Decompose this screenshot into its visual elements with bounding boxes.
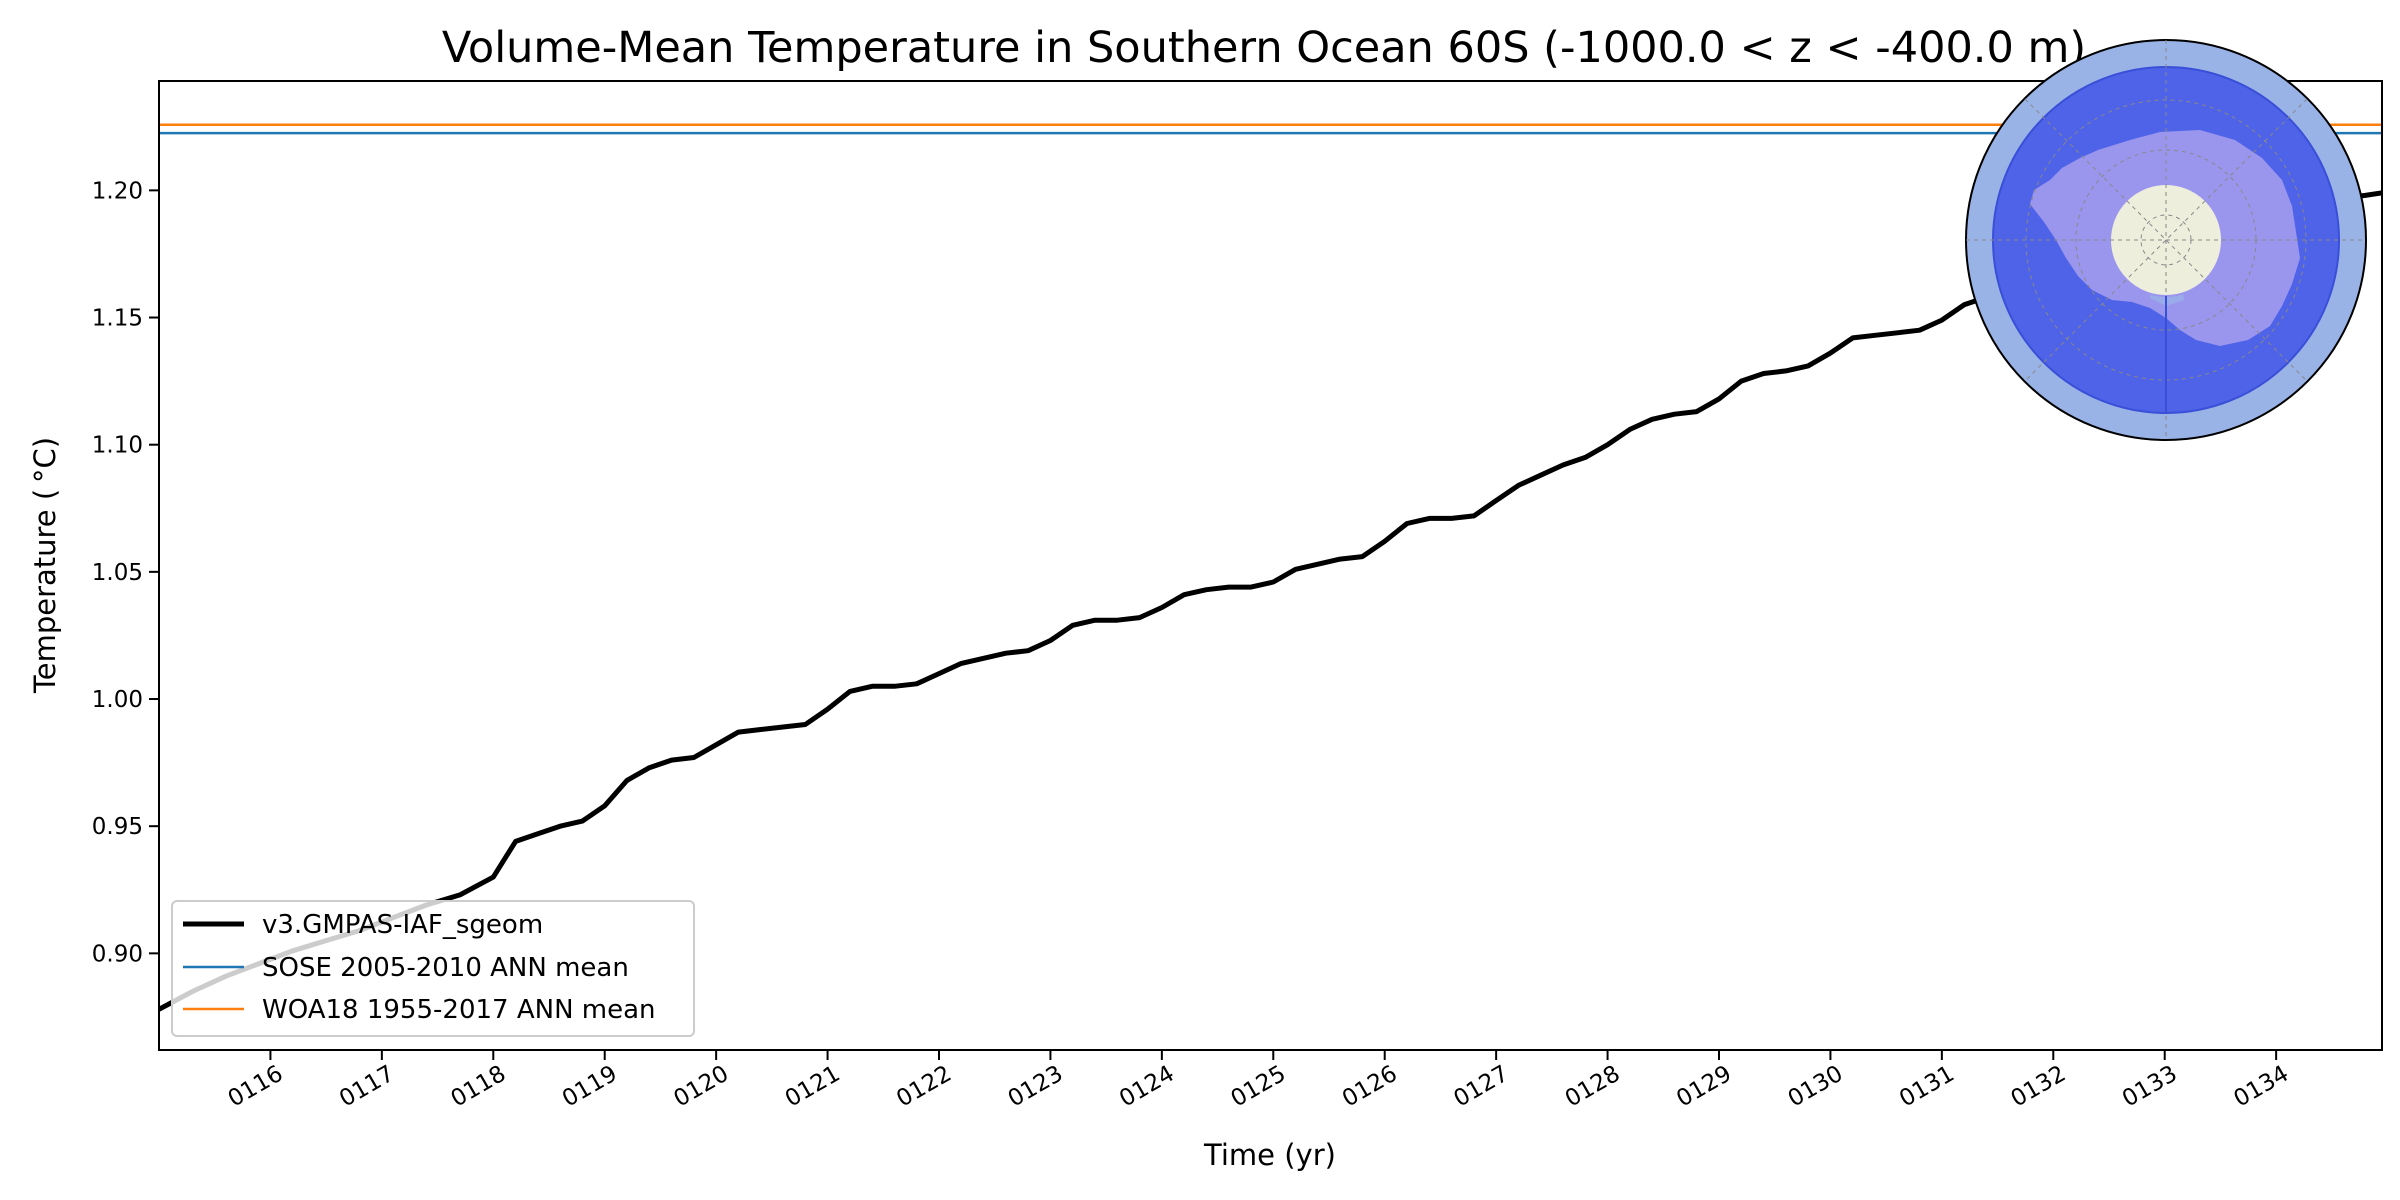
- y-tick-label: 1.10: [92, 433, 143, 459]
- legend-entry-woa18: WOA18 1955-2017 ANN mean: [262, 995, 656, 1025]
- y-axis-label: Temperature ( °C): [28, 437, 62, 694]
- y-tick-label: 1.15: [92, 306, 143, 332]
- legend-box: [171, 900, 695, 1037]
- chart-title: Volume-Mean Temperature in Southern Ocea…: [442, 23, 2086, 73]
- y-tick-label: 1.20: [92, 178, 143, 204]
- legend-entry-model: v3.GMPAS-IAF_sgeom: [262, 910, 543, 940]
- plot-frame: [158, 80, 2383, 1051]
- y-tick-label: 0.95: [92, 814, 143, 840]
- y-tick-label: 1.00: [92, 687, 143, 713]
- legend-entry-sose: SOSE 2005-2010 ANN mean: [262, 953, 629, 983]
- antarctica-region-map: [1965, 39, 2367, 441]
- x-axis-label: Time (yr): [1203, 1138, 1336, 1172]
- y-tick-label: 0.90: [92, 941, 143, 967]
- legend: v3.GMPAS-IAF_sgeom SOSE 2005-2010 ANN me…: [171, 900, 695, 1037]
- y-axis-ticks: 0.90 0.95 1.00 1.05 1.10 1.15 1.20: [92, 178, 159, 967]
- y-tick-label: 1.05: [92, 560, 143, 586]
